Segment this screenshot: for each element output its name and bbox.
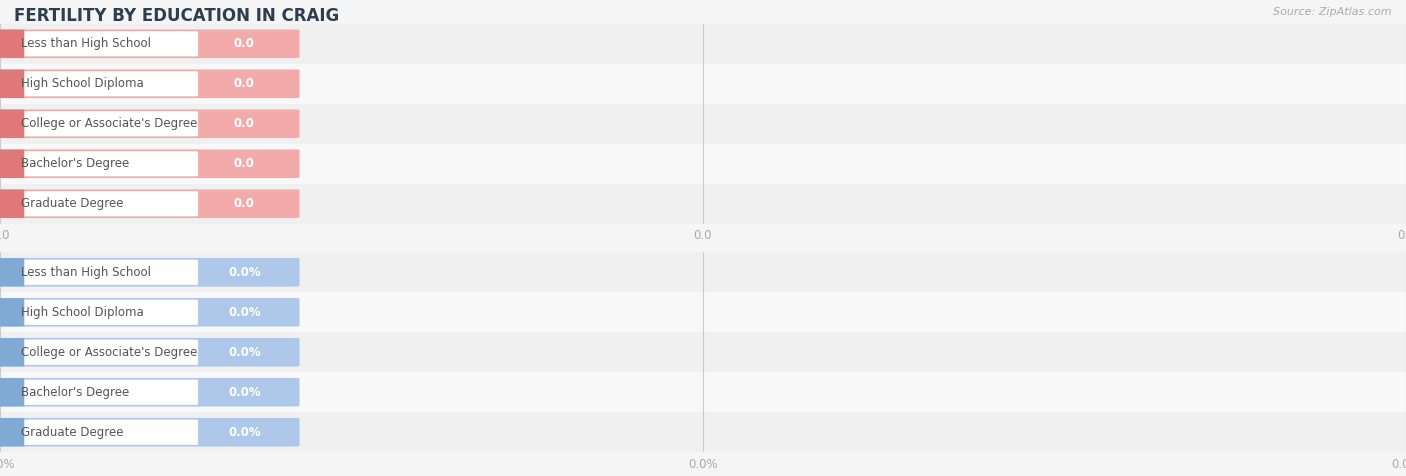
FancyBboxPatch shape bbox=[0, 69, 24, 98]
Bar bbox=[0, 24, 1406, 64]
FancyBboxPatch shape bbox=[3, 340, 198, 365]
Text: College or Associate's Degree: College or Associate's Degree bbox=[21, 117, 197, 130]
FancyBboxPatch shape bbox=[0, 69, 299, 98]
FancyBboxPatch shape bbox=[0, 378, 24, 407]
Bar bbox=[0, 372, 1406, 412]
FancyBboxPatch shape bbox=[0, 30, 24, 58]
Text: High School Diploma: High School Diploma bbox=[21, 306, 143, 319]
FancyBboxPatch shape bbox=[3, 380, 198, 405]
FancyBboxPatch shape bbox=[0, 298, 299, 327]
FancyBboxPatch shape bbox=[0, 149, 24, 178]
Text: 0.0%: 0.0% bbox=[228, 386, 260, 399]
Bar bbox=[0, 144, 1406, 184]
FancyBboxPatch shape bbox=[0, 298, 24, 327]
Text: College or Associate's Degree: College or Associate's Degree bbox=[21, 346, 197, 359]
FancyBboxPatch shape bbox=[0, 338, 24, 367]
Text: Less than High School: Less than High School bbox=[21, 266, 150, 279]
FancyBboxPatch shape bbox=[0, 418, 24, 446]
Text: Graduate Degree: Graduate Degree bbox=[21, 197, 124, 210]
FancyBboxPatch shape bbox=[0, 109, 24, 138]
Bar bbox=[0, 104, 1406, 144]
FancyBboxPatch shape bbox=[0, 258, 24, 287]
FancyBboxPatch shape bbox=[0, 109, 299, 138]
FancyBboxPatch shape bbox=[3, 300, 198, 325]
FancyBboxPatch shape bbox=[3, 71, 198, 96]
FancyBboxPatch shape bbox=[0, 30, 299, 58]
Text: 0.0%: 0.0% bbox=[228, 306, 260, 319]
FancyBboxPatch shape bbox=[3, 151, 198, 176]
FancyBboxPatch shape bbox=[0, 149, 299, 178]
FancyBboxPatch shape bbox=[0, 378, 299, 407]
Text: 0.0: 0.0 bbox=[233, 197, 254, 210]
Text: Bachelor's Degree: Bachelor's Degree bbox=[21, 157, 129, 170]
Text: 0.0: 0.0 bbox=[233, 157, 254, 170]
Text: 0.0%: 0.0% bbox=[228, 266, 260, 279]
Bar bbox=[0, 64, 1406, 104]
Text: 0.0: 0.0 bbox=[233, 37, 254, 50]
Text: Bachelor's Degree: Bachelor's Degree bbox=[21, 386, 129, 399]
Text: Source: ZipAtlas.com: Source: ZipAtlas.com bbox=[1274, 7, 1392, 17]
Bar bbox=[0, 184, 1406, 224]
FancyBboxPatch shape bbox=[0, 418, 299, 446]
Text: 0.0: 0.0 bbox=[233, 77, 254, 90]
FancyBboxPatch shape bbox=[3, 111, 198, 136]
Bar bbox=[0, 332, 1406, 372]
Text: 0.0: 0.0 bbox=[233, 117, 254, 130]
FancyBboxPatch shape bbox=[0, 338, 299, 367]
Text: High School Diploma: High School Diploma bbox=[21, 77, 143, 90]
FancyBboxPatch shape bbox=[3, 31, 198, 56]
FancyBboxPatch shape bbox=[0, 189, 299, 218]
Text: FERTILITY BY EDUCATION IN CRAIG: FERTILITY BY EDUCATION IN CRAIG bbox=[14, 7, 339, 25]
Text: Less than High School: Less than High School bbox=[21, 37, 150, 50]
Text: Graduate Degree: Graduate Degree bbox=[21, 426, 124, 439]
Text: 0.0%: 0.0% bbox=[228, 426, 260, 439]
FancyBboxPatch shape bbox=[3, 260, 198, 285]
Bar bbox=[0, 292, 1406, 332]
FancyBboxPatch shape bbox=[0, 258, 299, 287]
Text: 0.0%: 0.0% bbox=[228, 346, 260, 359]
Bar bbox=[0, 412, 1406, 452]
Bar bbox=[0, 252, 1406, 292]
FancyBboxPatch shape bbox=[0, 189, 24, 218]
FancyBboxPatch shape bbox=[3, 191, 198, 216]
FancyBboxPatch shape bbox=[3, 420, 198, 445]
